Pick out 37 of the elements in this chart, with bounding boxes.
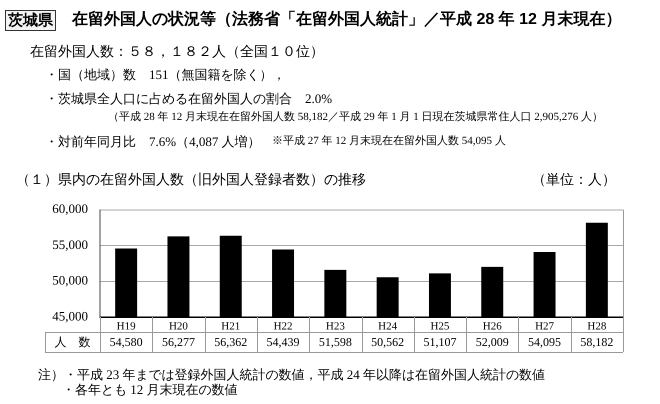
text: 注）・平成 23 年までは登録外国人統計の数値，平成 24 年以降は在留外国人統計の数値 [38, 367, 545, 382]
text: ・対前年同月比 7.6%（4,087 人増） [45, 134, 261, 149]
x-tick-label: H24 [378, 320, 398, 332]
text: ※平成 27 年 12 月末現在在留外国人数 54,095 人 [272, 135, 506, 147]
x-tick-label: H25 [430, 320, 450, 332]
y-tick-label: 50,000 [52, 272, 88, 288]
data-label: 50,562 [371, 335, 404, 350]
text: ・各年とも 12 月末現在の数値 [62, 382, 238, 397]
data-label: 54,439 [266, 335, 300, 350]
data-label: 54,095 [528, 335, 562, 350]
chart-title: 在留外国人の状況等（法務省「在留外国人統計」／平成 28 年 12 月末現在） [72, 11, 622, 28]
x-tick-label: H20 [168, 320, 188, 332]
text: ・国（地域）数 151（無国籍を除く）， [45, 67, 286, 82]
y-tick-label: 60,000 [52, 201, 88, 216]
data-label: 51,107 [423, 335, 456, 350]
y-axis-title: （単位：人） [532, 173, 616, 188]
data-label: 58,182 [580, 335, 614, 350]
text: 茨城県 [5, 10, 56, 31]
x-tick-label: H27 [535, 320, 555, 332]
x-tick-label: H22 [274, 320, 293, 332]
text: 人 数 [54, 335, 90, 350]
x-tick-label: H21 [221, 320, 240, 332]
data-label: 54,580 [110, 335, 143, 350]
text: 在留外国人数：５８，１８２人（全国１０位） [30, 45, 324, 60]
data-label: 52,009 [476, 335, 509, 350]
y-tick-label: 45,000 [52, 308, 88, 324]
data-label: 56,362 [214, 335, 248, 350]
text: （平成 28 年 12 月末現在在留外国人数 58,182／平成 29 年 1 月 1 日現在茨城県常住人口 2,905,276 人） [108, 111, 603, 123]
x-tick-label: H19 [116, 320, 136, 332]
x-tick-label: H26 [482, 320, 502, 332]
x-tick-label: H23 [326, 320, 346, 332]
data-label: 56,277 [162, 335, 195, 350]
data-label: 51,598 [318, 335, 352, 350]
text: ・茨城県全人口に占める在留外国人の割合 2.0% [45, 91, 332, 106]
chart-subtitle: （１）県内の在留外国人数（旧外国人登録者数）の推移 [16, 173, 366, 188]
y-tick-label: 55,000 [52, 236, 88, 252]
x-tick-label: H28 [587, 320, 607, 332]
